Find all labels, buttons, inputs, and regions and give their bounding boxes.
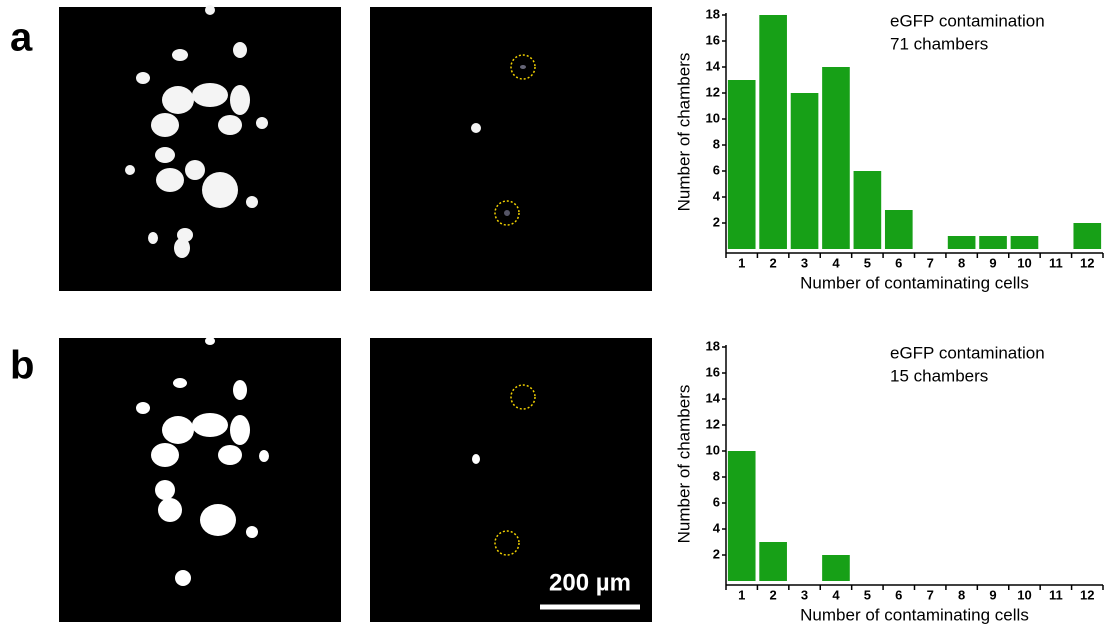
x-tick-label: 8: [958, 587, 965, 602]
y-tick-label: 12: [706, 84, 720, 99]
bar: [759, 542, 787, 581]
bar: [727, 451, 756, 581]
bar: [790, 93, 819, 249]
micrograph: [59, 5, 652, 291]
y-tick-label: 10: [706, 442, 720, 457]
bar: [1010, 236, 1039, 249]
x-tick-label: 2: [770, 255, 777, 270]
x-tick-label: 10: [1017, 255, 1031, 270]
annotation: 15 chambers: [890, 366, 988, 385]
micrograph: [59, 337, 652, 622]
y-tick-label: 18: [706, 338, 720, 353]
panel-label: a: [10, 16, 33, 60]
y-tick-label: 4: [713, 520, 721, 535]
bar: [979, 236, 1007, 249]
y-tick-label: 8: [713, 468, 720, 483]
x-tick-label: 4: [832, 587, 840, 602]
x-tick-label: 12: [1080, 587, 1094, 602]
bar: [884, 210, 913, 249]
x-tick-label: 1: [738, 587, 745, 602]
x-tick-label: 5: [864, 255, 871, 270]
x-tick-label: 6: [895, 255, 902, 270]
bar: [853, 171, 882, 249]
x-axis-title: Number of contaminating cells: [800, 273, 1029, 292]
x-tick-label: 10: [1017, 587, 1031, 602]
annotation: 71 chambers: [890, 34, 988, 53]
x-tick-label: 9: [989, 587, 996, 602]
x-tick-label: 3: [801, 587, 808, 602]
panel-label: b: [10, 344, 34, 388]
y-axis-title: Number of chambers: [674, 53, 693, 212]
x-tick-label: 1: [738, 255, 745, 270]
y-tick-label: 12: [706, 416, 720, 431]
y-tick-label: 6: [713, 494, 720, 509]
y-tick-label: 14: [706, 58, 721, 73]
annotation: eGFP contamination: [890, 343, 1045, 362]
y-tick-label: 16: [706, 364, 720, 379]
bar: [947, 236, 976, 249]
x-tick-label: 7: [927, 255, 934, 270]
x-tick-label: 6: [895, 587, 902, 602]
y-axis-title: Number of chambers: [674, 385, 693, 544]
y-tick-label: 2: [713, 546, 720, 561]
x-tick-label: 11: [1049, 255, 1063, 270]
y-tick-label: 14: [706, 390, 721, 405]
bar: [759, 15, 787, 249]
x-tick-label: 3: [801, 255, 808, 270]
y-tick-label: 10: [706, 110, 720, 125]
y-tick-label: 18: [706, 6, 720, 21]
annotation: eGFP contamination: [890, 11, 1045, 30]
x-tick-label: 9: [989, 255, 996, 270]
y-tick-label: 16: [706, 32, 720, 47]
x-tick-label: 11: [1049, 587, 1063, 602]
y-tick-label: 4: [713, 188, 721, 203]
x-tick-label: 2: [770, 587, 777, 602]
scale-bar-label: 200 µm: [549, 569, 631, 596]
x-tick-label: 4: [832, 255, 840, 270]
x-axis-title: Number of contaminating cells: [800, 605, 1029, 624]
y-tick-label: 8: [713, 136, 720, 151]
bar: [822, 555, 850, 581]
x-tick-label: 8: [958, 255, 965, 270]
y-tick-label: 2: [713, 214, 720, 229]
bar: [727, 80, 756, 249]
x-tick-label: 7: [927, 587, 934, 602]
y-tick-label: 6: [713, 162, 720, 177]
x-tick-label: 12: [1080, 255, 1094, 270]
bar: [822, 67, 850, 249]
bar: [1073, 223, 1102, 249]
x-tick-label: 5: [864, 587, 871, 602]
